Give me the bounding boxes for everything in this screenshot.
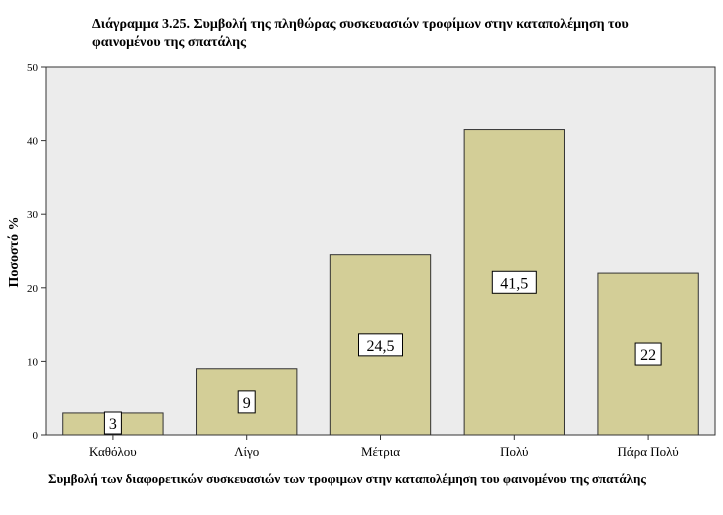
x-axis-title: Συμβολή των διαφορετικών συσκευασιών των…: [48, 471, 646, 486]
data-label-box: [358, 333, 403, 357]
data-label-box: [491, 270, 537, 294]
y-tick-label: 0: [33, 430, 39, 442]
y-tick-label: 50: [27, 62, 39, 74]
x-tick-label: Πολύ: [500, 444, 528, 459]
x-tick-label: Πάρα Πολύ: [618, 444, 679, 459]
y-axis-title: Ποσοστό %: [7, 216, 22, 288]
data-label: 22: [640, 347, 656, 364]
data-label: 41,5: [500, 275, 528, 292]
x-tick-label: Λίγο: [234, 444, 259, 459]
data-label: 9: [243, 395, 251, 412]
y-tick-label: 10: [27, 356, 39, 368]
chart-title: Διάγραμμα 3.25. Συμβολή της πληθώρας συσ…: [92, 17, 629, 50]
y-axis: 0 10 20 30 40 50: [27, 62, 46, 442]
y-tick-label: 20: [27, 283, 39, 295]
bar-chart: 0 10 20 30 40 50 Καθόλου Λίγο Μέτρια Πολύ Πάρα Πο…: [27, 62, 716, 459]
y-tick-label: 30: [27, 209, 39, 221]
data-label: 24,5: [367, 338, 395, 355]
y-tick-label: 40: [27, 136, 39, 148]
x-tick-label: Μέτρια: [361, 444, 400, 459]
x-tick-label: Καθόλου: [89, 444, 137, 459]
x-axis: Καθόλου Λίγο Μέτρια Πολύ Πάρα Πολύ: [89, 435, 679, 459]
data-label-box: [103, 411, 122, 435]
data-label-box: [634, 342, 662, 366]
data-label: 3: [109, 416, 117, 433]
data-label-box: [237, 390, 256, 414]
bars-group: 3 9 24,5 41,5 22: [62, 129, 699, 436]
